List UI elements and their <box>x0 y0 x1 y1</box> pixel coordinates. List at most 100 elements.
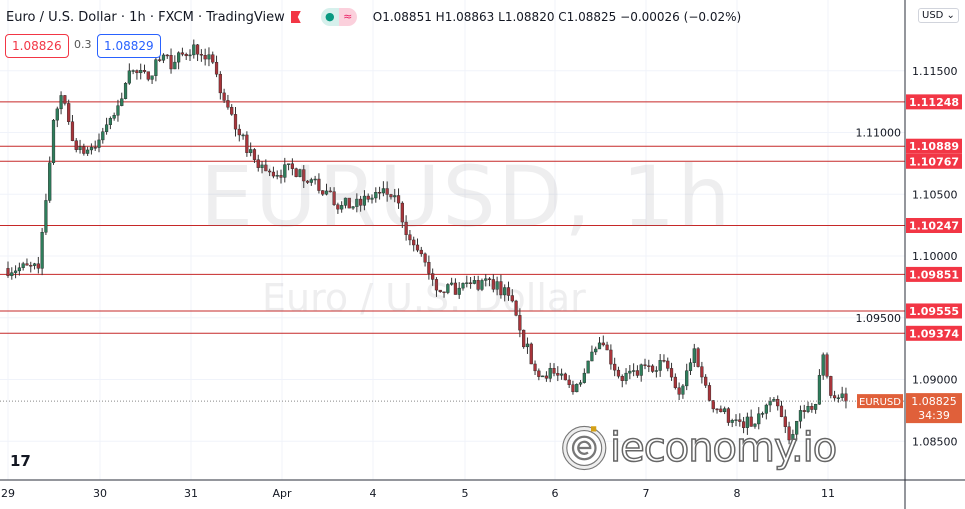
candle-body <box>423 253 427 263</box>
time-tick-label: 8 <box>734 487 741 500</box>
candle-body <box>271 171 276 177</box>
candle-body <box>207 54 211 60</box>
candle-body <box>741 421 746 428</box>
price-axis[interactable]: 1.08500 1.09000 1.09500 1.10000 1.10500 1.110… <box>856 65 958 449</box>
price-tick-label: 1.10500 <box>912 188 958 201</box>
candle-body <box>749 416 753 427</box>
candle-body <box>635 370 640 376</box>
countdown-label: 34:39 <box>918 409 950 422</box>
candle-body <box>704 376 708 386</box>
candle-body <box>575 384 579 393</box>
candle-body <box>582 372 586 383</box>
candle-body <box>419 249 423 255</box>
currency-selector[interactable]: USD ⌄ <box>918 8 959 23</box>
candle-body <box>230 107 234 115</box>
candle-body <box>366 195 370 200</box>
candle-body <box>135 70 139 74</box>
candle-body <box>55 108 59 121</box>
candle-body <box>154 59 158 76</box>
candle-body <box>89 147 94 151</box>
candle-body <box>48 162 52 201</box>
candle-body <box>723 408 727 413</box>
candle-body <box>533 363 537 372</box>
candle-body <box>821 354 825 376</box>
open-value: O1.08851 <box>372 10 432 24</box>
candle-body <box>730 420 734 423</box>
candle-body <box>161 54 166 61</box>
candle-body <box>249 149 253 153</box>
candle-body <box>487 278 492 280</box>
candle-body <box>268 170 272 173</box>
candle-body <box>309 179 313 183</box>
candle-body <box>146 71 150 80</box>
candle-body <box>294 168 298 177</box>
price-tick-label: 1.09500 <box>856 312 902 325</box>
candle-body <box>245 134 249 153</box>
symbol-label-bg <box>857 394 903 409</box>
candle-body <box>806 406 810 412</box>
candle-body <box>44 200 48 233</box>
candle-body <box>199 54 203 56</box>
tradingview-logo[interactable]: 𝟭𝟳 <box>10 452 31 470</box>
candle-body <box>404 221 408 235</box>
candle-body <box>491 279 495 290</box>
candle-body <box>264 164 268 172</box>
candles <box>6 39 848 445</box>
symbol-title[interactable]: Euro / U.S. Dollar · 1h · FXCM · Trading… <box>6 9 285 25</box>
time-axis[interactable]: 29 30 31 Apr 4 5 6 7 8 11 <box>1 487 835 500</box>
candle-body <box>613 363 617 371</box>
candle-body <box>518 315 522 331</box>
candle-body <box>594 348 598 353</box>
candle-body <box>738 419 742 422</box>
candle-body <box>108 118 112 125</box>
candle-body <box>340 205 344 210</box>
flag-icon[interactable] <box>290 11 301 23</box>
candle-body <box>347 197 351 209</box>
candle-body <box>67 103 71 122</box>
sell-button[interactable]: 1.08826 <box>5 34 69 58</box>
candle-body <box>112 115 116 119</box>
horizontal-levels[interactable]: 1.11248 1.10889 1.10767 1.10247 1.09851 1.095… <box>0 94 962 341</box>
level-label-bg <box>906 217 962 233</box>
candle-body <box>700 366 704 378</box>
status-pill[interactable]: ● ≈ <box>320 8 357 26</box>
level-label: 1.09851 <box>909 268 959 281</box>
grid <box>0 0 905 480</box>
candle-body <box>139 70 143 74</box>
candle-body <box>13 270 18 273</box>
level-label: 1.09374 <box>909 327 959 340</box>
ohlc-values: O1.08851 H1.08863 L1.08820 C1.08825 −0.0… <box>373 10 741 24</box>
candle-body <box>745 416 749 428</box>
candle-body <box>438 289 442 293</box>
candle-body <box>757 413 761 425</box>
candle-body <box>814 404 818 410</box>
candle-body <box>541 375 545 378</box>
candle-body <box>760 413 765 415</box>
candle-body <box>82 146 86 154</box>
time-tick-label: 11 <box>821 487 835 500</box>
candle-body <box>370 197 374 200</box>
candle-body <box>681 385 685 395</box>
candle-body <box>499 281 503 296</box>
candle-body <box>620 376 624 381</box>
candle-body <box>127 70 131 84</box>
candle-body <box>317 178 321 191</box>
candle-body <box>252 149 257 160</box>
time-tick-label: 4 <box>370 487 377 500</box>
candle-body <box>639 364 643 376</box>
candle-body <box>688 362 693 371</box>
ieconomy-emblem-icon <box>562 425 607 471</box>
level-label-bg <box>906 266 962 282</box>
candle-body <box>624 372 628 381</box>
candle-body <box>764 404 768 414</box>
candle-body <box>548 368 552 379</box>
candle-body <box>795 420 799 435</box>
candle-body <box>343 197 348 206</box>
buy-button[interactable]: 1.08829 <box>97 34 161 58</box>
candle-body <box>21 263 25 268</box>
candle-body <box>36 263 40 269</box>
candle-body <box>355 198 359 207</box>
candle-body <box>552 368 556 374</box>
